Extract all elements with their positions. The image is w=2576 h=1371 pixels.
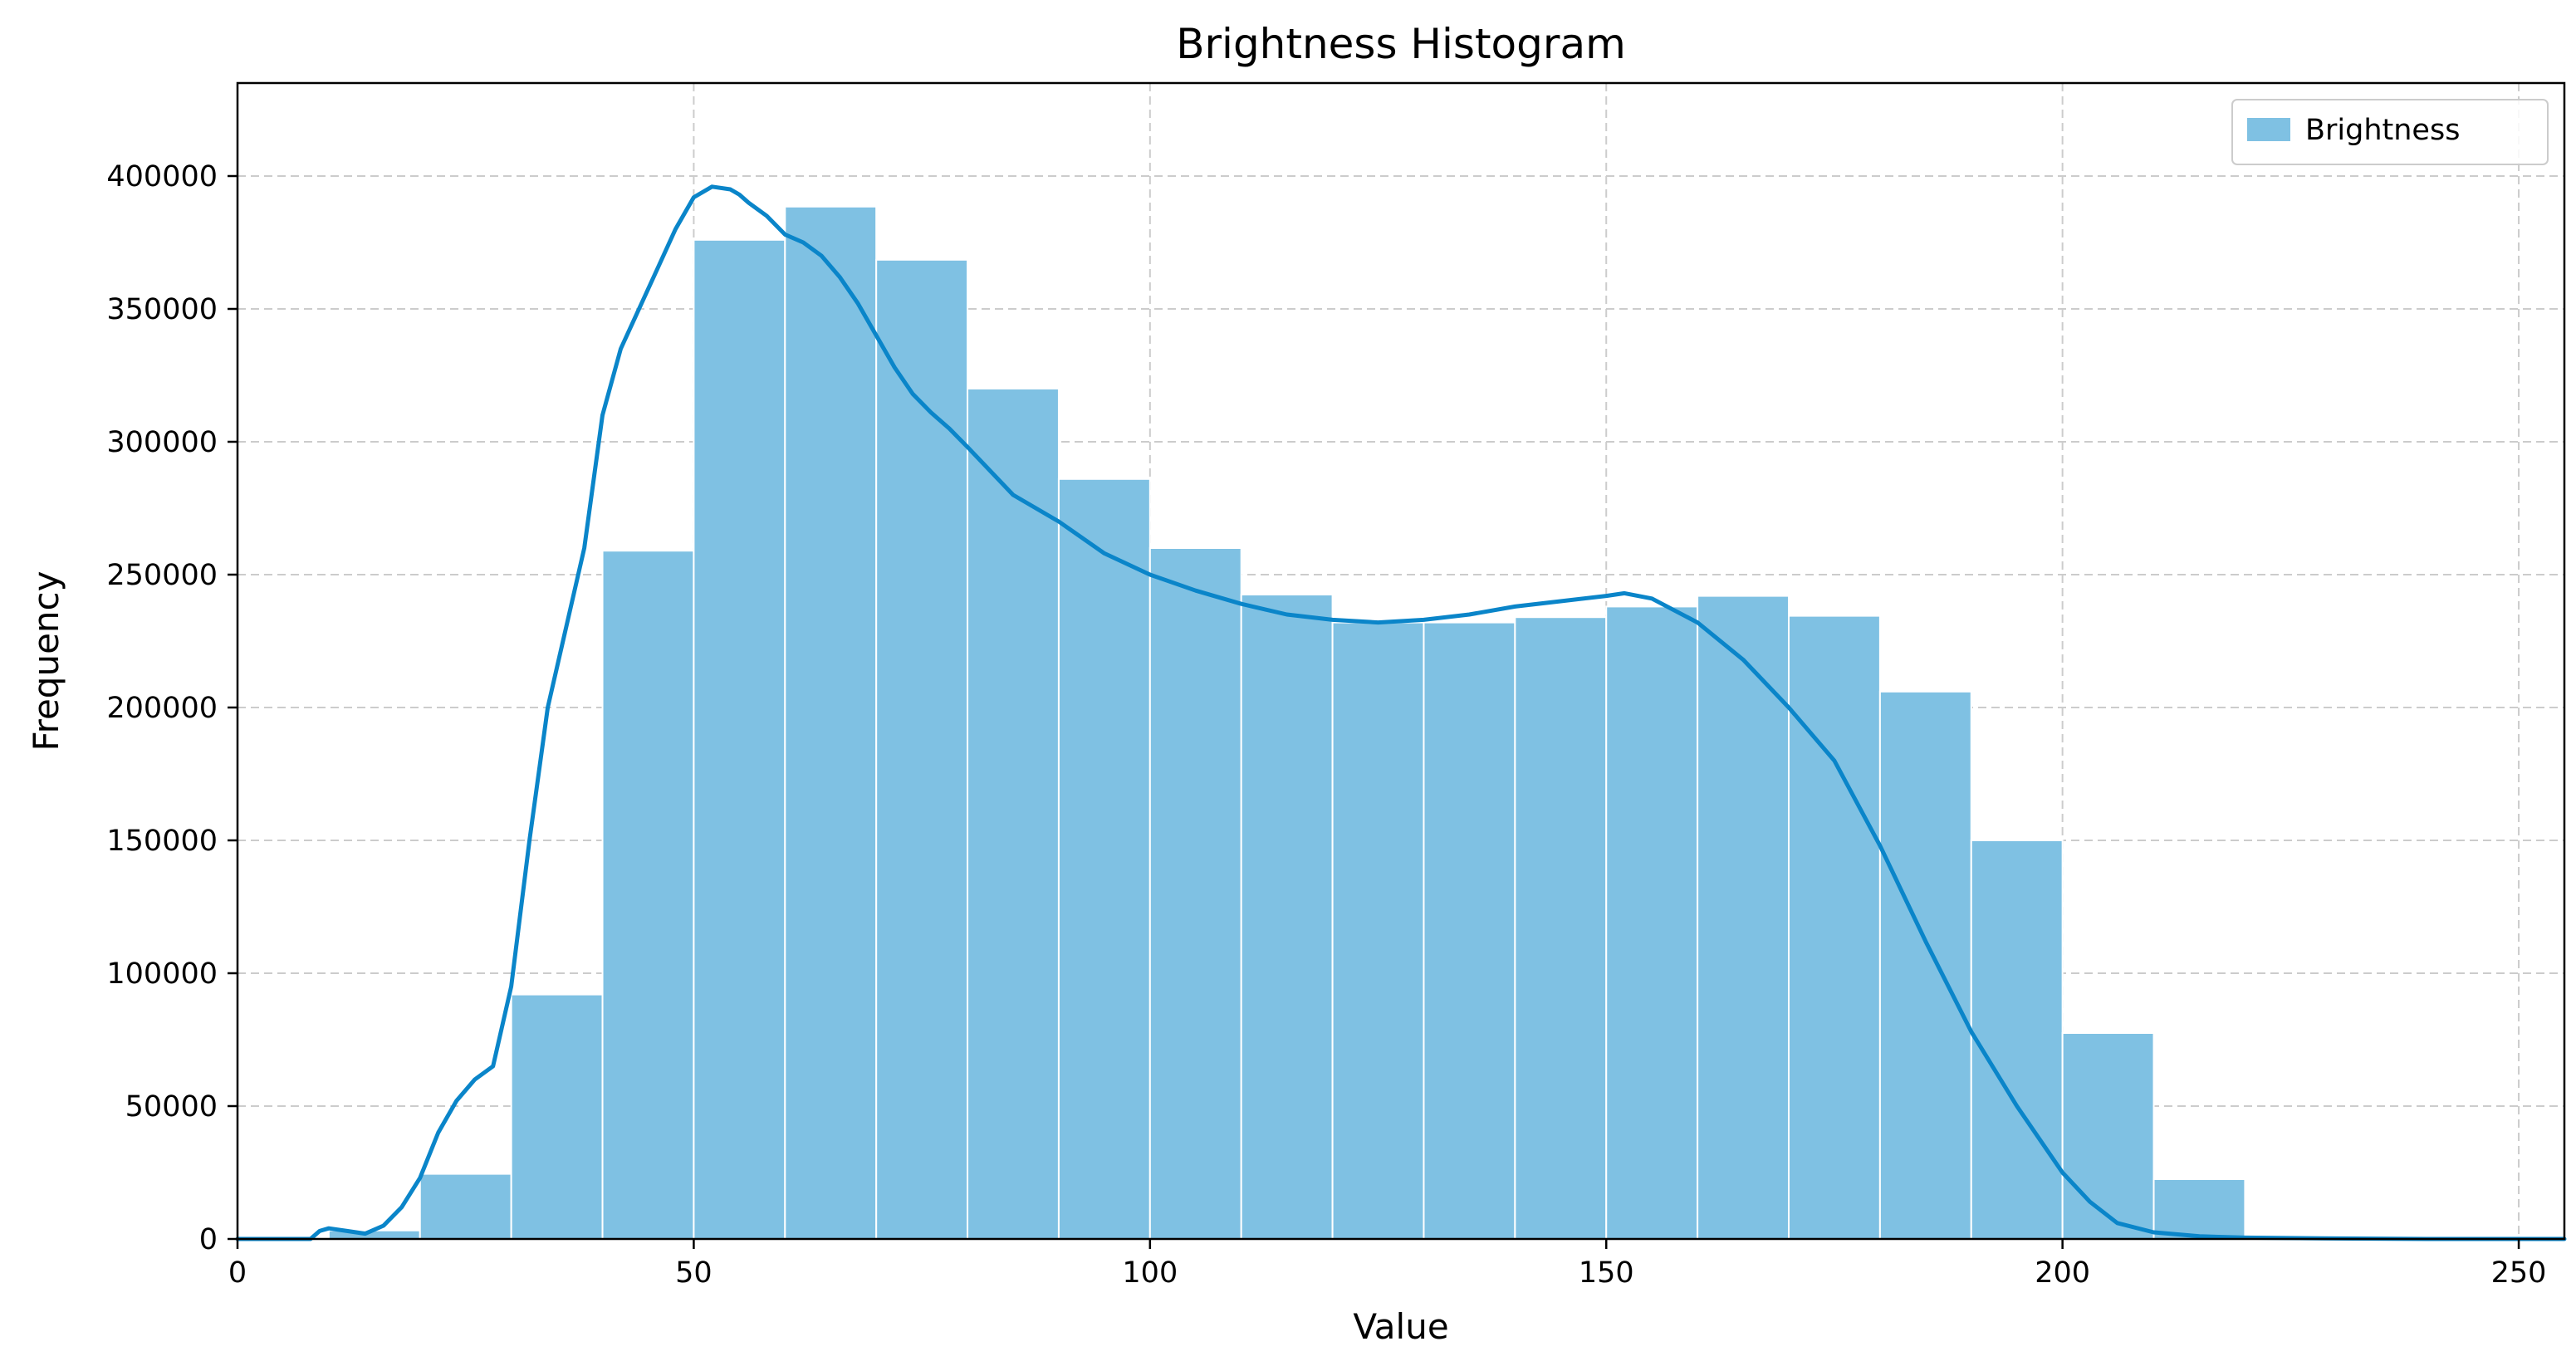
bar-130-140 xyxy=(1423,621,1516,1240)
x-tick-label-4: 200 xyxy=(2035,1256,2090,1290)
plot-frame xyxy=(236,81,2566,1241)
x-tick-label-1: 50 xyxy=(675,1256,713,1290)
y-tick-label-6: 300000 xyxy=(106,426,218,459)
bar-200-210 xyxy=(2061,1032,2155,1240)
bar-180-190 xyxy=(1878,690,1972,1240)
kde-curve xyxy=(235,184,2567,1241)
y-tick-label-1: 50000 xyxy=(125,1090,218,1124)
bar-50-60 xyxy=(693,238,786,1240)
bar-160-170 xyxy=(1697,595,1790,1240)
bar-20-30 xyxy=(419,1173,512,1240)
x-axis-ticks: 0 50 100 150 200 250 xyxy=(228,1239,2547,1290)
bar-120-130 xyxy=(1331,621,1425,1240)
y-axis-label: Frequency xyxy=(26,571,66,752)
bar-110-120 xyxy=(1240,594,1334,1240)
legend-label-brightness: Brightness xyxy=(2305,114,2460,147)
y-tick-label-7: 350000 xyxy=(106,293,218,326)
bar-70-80 xyxy=(875,258,969,1240)
y-tick-label-3: 150000 xyxy=(106,825,218,858)
x-tick-label-0: 0 xyxy=(228,1256,247,1290)
histogram-bars xyxy=(237,205,2246,1241)
x-tick-label-2: 100 xyxy=(1122,1256,1178,1290)
y-axis-ticks: 0 50000 100000 150000 200000 250000 300000 3500… xyxy=(106,160,238,1256)
y-tick-label-2: 100000 xyxy=(106,957,218,991)
x-tick-label-5: 250 xyxy=(2491,1256,2547,1290)
bar-30-40 xyxy=(510,993,604,1240)
y-tick-label-0: 0 xyxy=(199,1223,218,1256)
bar-100-110 xyxy=(1148,547,1242,1240)
y-tick-label-5: 250000 xyxy=(106,559,218,592)
x-tick-label-3: 150 xyxy=(1579,1256,1634,1290)
bar-210-220 xyxy=(2152,1178,2246,1240)
bar-150-160 xyxy=(1605,605,1699,1240)
legend-box xyxy=(2231,99,2549,165)
bar-40-50 xyxy=(601,550,695,1240)
chart-title: Brightness Histogram xyxy=(1176,20,1626,68)
bar-140-150 xyxy=(1514,616,1608,1240)
y-tick-label-4: 200000 xyxy=(106,692,218,725)
bar-90-100 xyxy=(1057,477,1151,1240)
legend-swatch xyxy=(2247,118,2290,141)
legend: Brightness xyxy=(2231,99,2549,165)
kde-curve-layer xyxy=(235,184,2567,1241)
x-axis-label: Value xyxy=(1353,1306,1448,1347)
bar-170-180 xyxy=(1788,615,1881,1240)
bar-190-200 xyxy=(1970,840,2064,1240)
bar-60-70 xyxy=(784,205,878,1240)
y-tick-label-8: 400000 xyxy=(106,160,218,193)
bar-80-90 xyxy=(967,388,1060,1240)
